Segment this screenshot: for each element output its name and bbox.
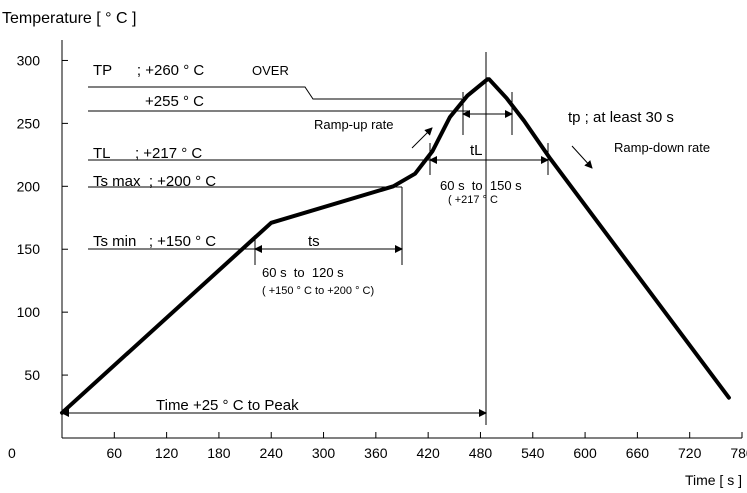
- tp-reference-line: [88, 86, 462, 100]
- x-tick-label: 180: [207, 445, 231, 461]
- x-tick-label: 420: [416, 445, 440, 461]
- tsmax-label: Ts max ; +200 ° C: [93, 173, 216, 190]
- x-ticks: 60 120 180 240 300 360 420 480 540 600 660 720 780: [107, 432, 747, 461]
- ramp-down-arrow: [571, 145, 593, 169]
- x-tick-label: 540: [521, 445, 545, 461]
- x-tick-label: 720: [678, 445, 702, 461]
- y-tick-label: 300: [17, 52, 41, 68]
- x-tick-label: 240: [260, 445, 284, 461]
- x-tick-label: 360: [364, 445, 388, 461]
- y-ticks: 50 100 150 200 250 300: [17, 52, 68, 383]
- tl-symbol: tL: [470, 142, 483, 159]
- y-axis-title: Temperature [ ° C ]: [2, 10, 136, 27]
- tp-duration-label: tp ; at least 30 s: [568, 109, 674, 126]
- tp-label: TP ; +260 ° C: [93, 62, 204, 79]
- y-tick-label: 200: [17, 178, 41, 194]
- x-tick-label: 60: [107, 445, 123, 461]
- y-tick-label: 50: [24, 367, 40, 383]
- x-tick-label: 120: [155, 445, 179, 461]
- ts-condition-label: ( +150 ° C to +200 ° C): [262, 285, 374, 297]
- y-tick-label: 150: [17, 241, 41, 257]
- ramp-up-label: Ramp-up rate: [314, 117, 393, 132]
- temperature-profile-line: [60, 77, 731, 415]
- x-tick-label: 480: [469, 445, 493, 461]
- tl-label: TL ; +217 ° C: [93, 145, 202, 162]
- origin-label: 0: [8, 445, 16, 461]
- tp-over-label: OVER: [252, 63, 289, 78]
- tl-condition-label: ( +217 ° C: [448, 194, 498, 206]
- ts-symbol: ts: [308, 233, 320, 250]
- ts-range-label: 60 s to 120 s: [262, 265, 344, 280]
- y-tick-label: 250: [17, 115, 41, 131]
- ramp-down-label: Ramp-down rate: [614, 140, 710, 155]
- peak-time-label: Time +25 ° C to Peak: [156, 397, 299, 414]
- tl-range-label: 60 s to 150 s: [440, 178, 522, 193]
- x-axis-title: Time [ s ]: [685, 472, 742, 488]
- ramp-up-arrow: [411, 127, 433, 149]
- t255-label: +255 ° C: [145, 93, 204, 110]
- x-tick-label: 300: [312, 445, 336, 461]
- y-tick-label: 100: [17, 304, 41, 320]
- x-tick-label: 600: [573, 445, 597, 461]
- tsmin-label: Ts min ; +150 ° C: [93, 233, 216, 250]
- x-tick-label: 660: [626, 445, 650, 461]
- x-tick-label: 780: [730, 445, 747, 461]
